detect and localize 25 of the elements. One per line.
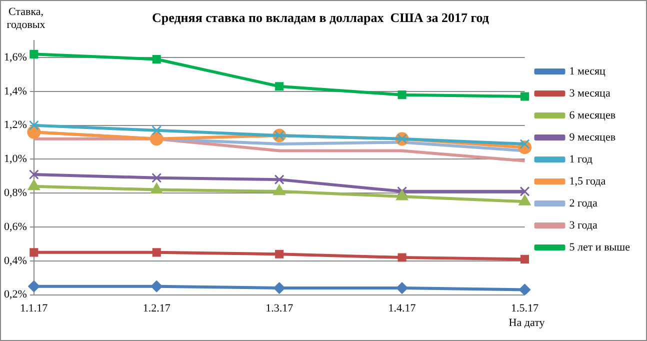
legend-label: 3 месяца xyxy=(569,87,610,100)
y-tick-label: 1,6% xyxy=(4,51,27,64)
legend-label: 5 лет и выше xyxy=(569,241,630,254)
x-tick-label: 1.3.17 xyxy=(266,302,294,314)
y-tick-label: 1,4% xyxy=(4,85,27,98)
legend-label: 6 месяцев xyxy=(569,109,616,122)
legend-label: 1 месяц xyxy=(569,65,606,78)
x-tick-label: 1.1.17 xyxy=(20,302,48,314)
x-tick-label: 1.5.17 xyxy=(511,302,539,314)
legend-label: 2 года xyxy=(569,197,598,210)
y-tick-label: 0,6% xyxy=(4,220,27,233)
y-tick-label: 1,0% xyxy=(4,153,27,166)
x-tick-label: 1.4.17 xyxy=(388,302,416,314)
y-tick-label: 0,4% xyxy=(4,254,27,267)
legend-label: 9 месяцев xyxy=(569,131,616,144)
legend-label: 1 год xyxy=(569,153,593,166)
x-tick-label: 1.2.17 xyxy=(142,302,171,314)
legend-label: 3 года xyxy=(569,219,598,232)
y-tick-label: 1,2% xyxy=(4,119,27,132)
y-tick-label: 0,2% xyxy=(4,288,27,301)
x-axis-title: На дату xyxy=(508,317,546,329)
legend-label: 1,5 года xyxy=(569,175,606,188)
y-tick-label: 0,8% xyxy=(4,187,27,200)
y-axis-title: Ставка, годовых xyxy=(6,6,46,31)
chart-title: Средняя ставка по вкладам в долларах США за 2017 год xyxy=(152,10,490,26)
